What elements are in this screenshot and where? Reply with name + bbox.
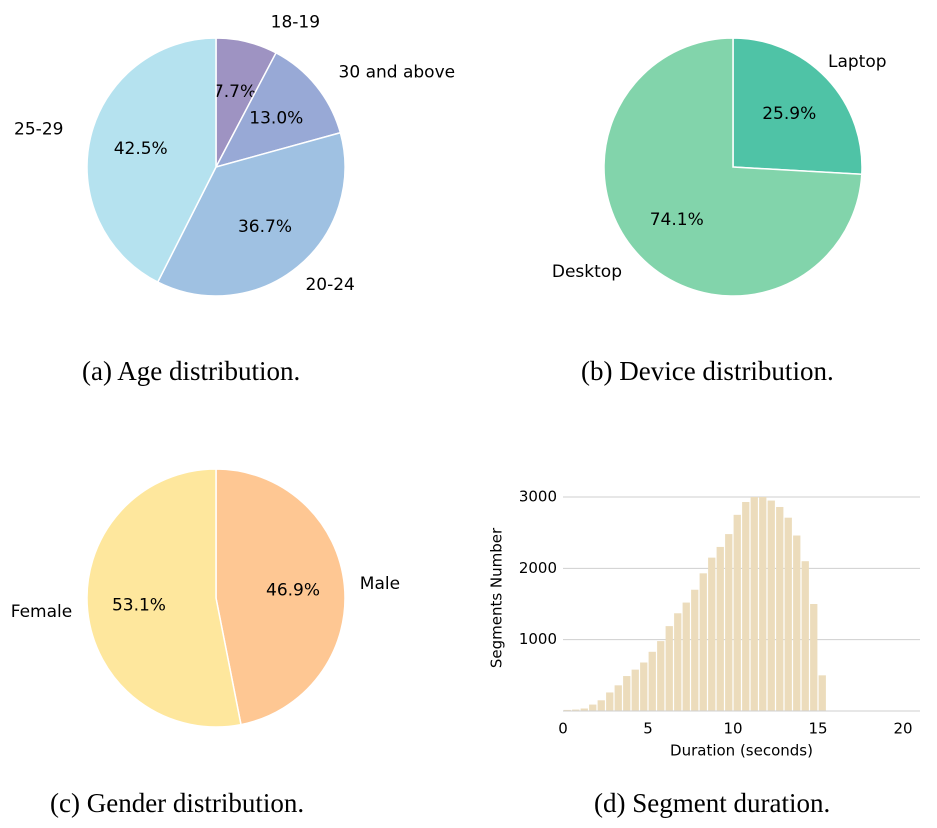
slice-label-male: Male [360, 574, 400, 594]
y-tick-label: 1000 [519, 630, 557, 648]
age-pie-panel: 7.7% 18-19 13.0% 30 and above 36.7% 20-24 42.5… [14, 13, 456, 297]
pie-slice-30-and-above [214, 51, 342, 169]
histogram-bar [725, 534, 733, 711]
histogram-bar [648, 651, 656, 711]
histogram-bar [563, 709, 571, 711]
x-tick-label: 0 [558, 720, 568, 738]
slice-label-desktop: Desktop [552, 262, 622, 282]
slice-label-25-29: 25-29 [14, 119, 63, 139]
pie-slice-female [86, 468, 242, 728]
device-pie-panel: 25.9% Laptop 74.1% Desktop [552, 37, 887, 297]
histogram-bar [699, 573, 707, 711]
histogram-bar [733, 514, 741, 711]
pct-label-20-24: 36.7% [238, 217, 292, 237]
pct-label-30-and-above: 13.0% [249, 108, 303, 128]
pct-label-25-29: 42.5% [114, 139, 168, 159]
histogram-bar [691, 589, 699, 711]
pct-label-male: 46.9% [266, 580, 320, 600]
age-caption: (a) Age distribution. [82, 356, 300, 386]
gender-pie-panel: 46.9% Male 53.1% Female [11, 468, 400, 728]
histogram-bar [818, 675, 826, 711]
pie-slice-20-24 [156, 131, 346, 297]
pie-slice-25-29 [86, 37, 217, 284]
histogram-bar [640, 662, 648, 711]
device-caption: (b) Device distribution. [581, 356, 834, 386]
y-tick-label: 3000 [519, 488, 557, 506]
x-tick-label: 10 [723, 720, 742, 738]
histogram-bar [623, 676, 631, 711]
pct-label-18-19: 7.7% [213, 82, 256, 102]
x-tick-label: 15 [808, 720, 827, 738]
histogram-bar [580, 708, 588, 711]
histogram-bar [674, 613, 682, 711]
histogram-bar [665, 626, 673, 711]
histogram-bar [589, 704, 597, 711]
duration-bar-panel: 1000 2000 3000 0 5 10 15 20 Duration (seconds) Se… [488, 488, 920, 760]
histogram-bar [742, 501, 750, 711]
histogram-bar [801, 561, 809, 711]
histogram-bar [750, 497, 758, 711]
histogram-bar [810, 604, 818, 711]
histogram-bar [708, 557, 716, 711]
histogram-bar [784, 517, 792, 711]
histogram-bar [631, 669, 639, 711]
y-tick-label: 2000 [519, 559, 557, 577]
histogram-bar [716, 546, 724, 711]
x-tick-label: 20 [893, 720, 912, 738]
histogram-bar [572, 709, 580, 711]
x-tick-label: 5 [643, 720, 653, 738]
gender-caption: (c) Gender distribution. [50, 788, 304, 818]
slice-label-female: Female [11, 602, 72, 622]
histogram-bar [606, 692, 614, 711]
x-axis-title: Duration (seconds) [670, 742, 813, 760]
slice-label-laptop: Laptop [828, 52, 887, 72]
pct-label-female: 53.1% [112, 596, 166, 616]
slice-label-20-24: 20-24 [305, 275, 354, 295]
histogram-bar [682, 602, 690, 711]
pct-label-laptop: 25.9% [762, 104, 816, 124]
pie-slice-desktop [603, 37, 863, 297]
histogram-bar [597, 700, 605, 711]
pct-label-desktop: 74.1% [650, 210, 704, 230]
histogram-bar [759, 497, 767, 711]
duration-caption: (d) Segment duration. [594, 788, 830, 818]
y-axis-title: Segments Number [488, 527, 506, 668]
pie-slice-male [215, 468, 346, 726]
histogram-bar [657, 641, 665, 711]
histogram-bar [776, 506, 784, 711]
histogram-bar [793, 535, 801, 711]
histogram-bar [767, 500, 775, 711]
slice-label-18-19: 18-19 [271, 13, 320, 33]
pie-slice-laptop [732, 37, 863, 176]
histogram-bar [614, 685, 622, 711]
slice-label-30-and-above: 30 and above [339, 62, 456, 82]
